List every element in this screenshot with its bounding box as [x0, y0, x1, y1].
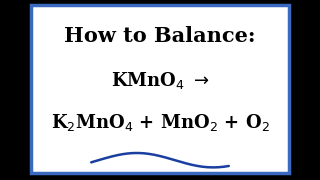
Text: K$_2$MnO$_4$ + MnO$_2$ + O$_2$: K$_2$MnO$_4$ + MnO$_2$ + O$_2$	[51, 112, 269, 133]
Text: How to Balance:: How to Balance:	[64, 26, 256, 46]
Text: KMnO$_4$ $\rightarrow$: KMnO$_4$ $\rightarrow$	[110, 71, 210, 91]
